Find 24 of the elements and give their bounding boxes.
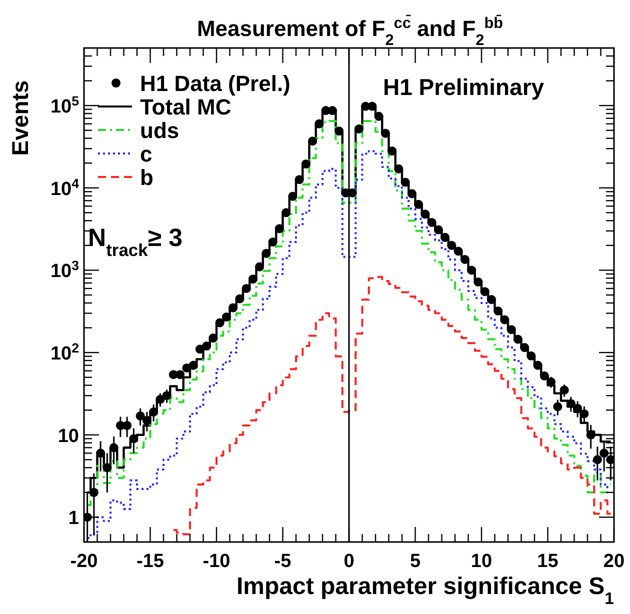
x-tick-label: 15 (537, 551, 559, 572)
x-axis-title: Impact parameter significance S$_{1}$ (236, 573, 614, 608)
y-tick-label: 10$^{2}$ (50, 340, 79, 365)
x-tick-label: -5 (274, 551, 292, 572)
legend-label: b (140, 165, 154, 190)
y-tick-label: 1 (68, 508, 80, 530)
annotation: H1 Preliminary (383, 74, 544, 100)
x-tick-label: 0 (344, 551, 354, 572)
legend-label: uds (140, 118, 180, 143)
x-tick-label: 5 (410, 551, 421, 572)
legend-label: H1 Data (Prel.) (140, 71, 290, 96)
y-tick-label: 10$^{3}$ (50, 258, 79, 282)
annotation: N$_{track}$≥ 3 (88, 224, 182, 260)
x-tick-label: -15 (136, 551, 164, 572)
x-tick-label: 20 (603, 551, 625, 572)
y-tick-label: 10$^{5}$ (50, 93, 80, 118)
y-tick-label: 10$^{4}$ (50, 175, 80, 200)
legend-label: Total MC (140, 94, 232, 120)
x-tick-label: -10 (202, 551, 230, 572)
y-tick-label: 10 (58, 426, 79, 447)
x-tick-label: 10 (470, 551, 492, 572)
y-axis-title: Events (7, 80, 33, 156)
legend-label: c (140, 142, 152, 166)
x-tick-label: -20 (70, 551, 98, 572)
